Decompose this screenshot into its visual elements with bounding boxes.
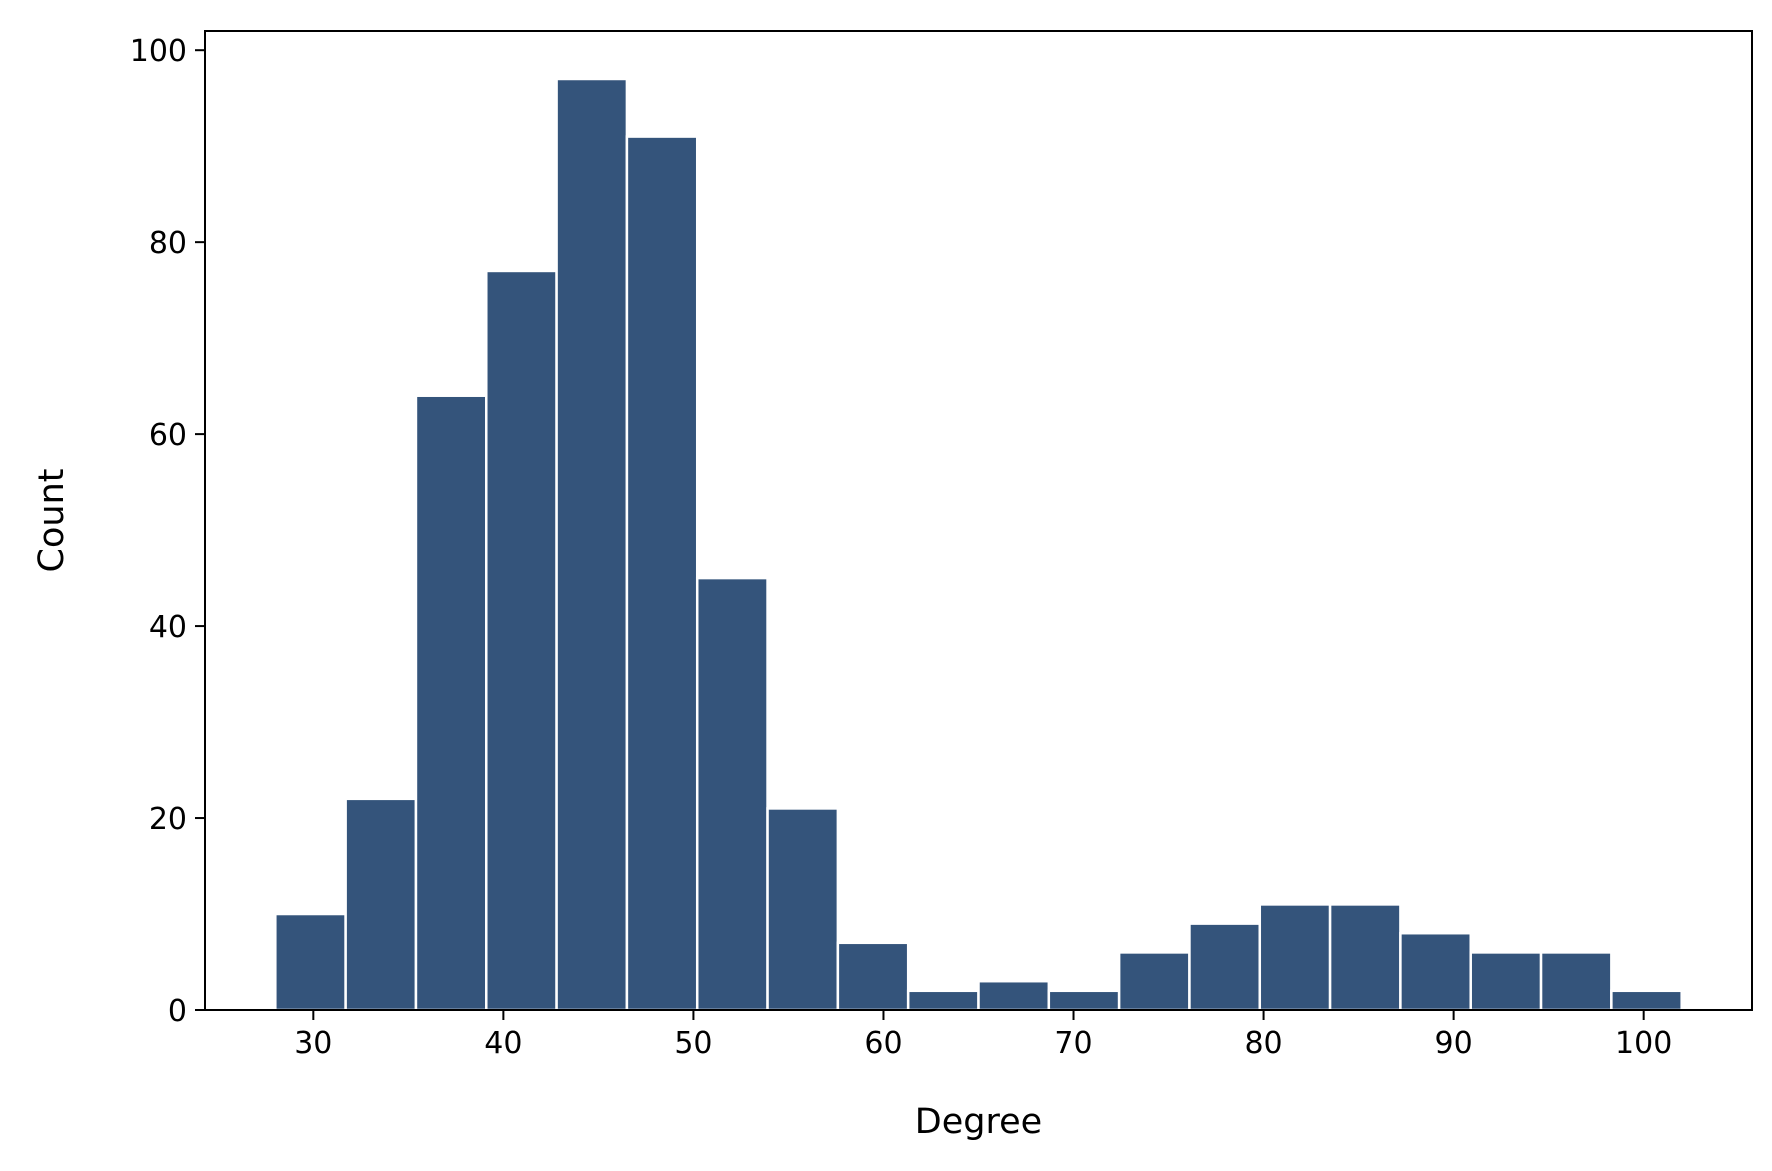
x-tick-label: 60	[864, 1026, 902, 1061]
histogram-bar-18	[1539, 951, 1613, 1012]
histogram-bar-3	[485, 269, 558, 1012]
histogram-bar-6	[695, 576, 769, 1012]
histogram-bar-8	[836, 941, 910, 1012]
y-tick-label: 100	[130, 34, 187, 69]
x-tick-label: 90	[1435, 1026, 1473, 1061]
x-axis-title: Degree	[915, 1102, 1042, 1142]
histogram-bar-2	[414, 394, 488, 1012]
x-tick-label: 50	[674, 1026, 712, 1061]
histogram-bar-16	[1399, 931, 1472, 1012]
x-tick-label: 40	[484, 1026, 522, 1061]
histogram-bar-12	[1117, 951, 1191, 1012]
histogram-bar-10	[977, 979, 1051, 1012]
histogram-bar-9	[906, 989, 980, 1012]
x-tick-label: 30	[294, 1026, 332, 1061]
histogram-bar-5	[625, 135, 699, 1012]
y-tick-label: 60	[149, 418, 187, 453]
histogram-bar-7	[766, 807, 840, 1012]
x-axis-ticks: 30 40 50 60 70 80 90 100	[294, 1010, 1672, 1061]
y-tick-label: 0	[168, 994, 187, 1029]
x-tick-label: 100	[1615, 1026, 1672, 1061]
histogram-bar-1	[344, 797, 418, 1012]
histogram-bar-4	[555, 77, 629, 1012]
y-tick-label: 20	[149, 802, 187, 837]
y-axis-title: Count	[32, 469, 72, 573]
histogram-bar-11	[1047, 989, 1121, 1012]
y-tick-label: 80	[149, 226, 187, 261]
y-tick-label: 40	[149, 610, 187, 645]
histogram-bar-19	[1610, 989, 1683, 1012]
histogram-bar-17	[1469, 951, 1543, 1012]
histogram-bar-13	[1188, 922, 1262, 1012]
histogram-bar-0	[274, 912, 347, 1012]
histogram-bar-15	[1328, 903, 1402, 1012]
y-axis-ticks: 0 20 40 60 80 100	[130, 34, 205, 1029]
histogram-bars	[274, 77, 1683, 1012]
histogram-bar-14	[1258, 903, 1332, 1012]
x-tick-label: 70	[1054, 1026, 1092, 1061]
plot-area-frame	[204, 30, 1753, 1011]
x-tick-label: 80	[1244, 1026, 1282, 1061]
